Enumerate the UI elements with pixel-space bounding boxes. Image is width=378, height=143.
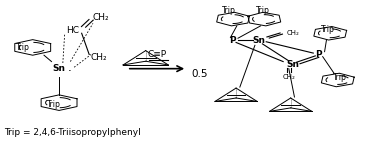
Text: P: P: [229, 36, 235, 45]
Text: Trip = 2,4,6-Triisopropylphenyl: Trip = 2,4,6-Triisopropylphenyl: [5, 128, 141, 137]
Text: CH₂: CH₂: [90, 53, 107, 62]
Text: Sn: Sn: [252, 36, 265, 45]
Text: Trip: Trip: [16, 43, 30, 52]
Text: Trip: Trip: [46, 100, 60, 109]
Text: HC: HC: [66, 26, 79, 35]
Text: Trip: Trip: [256, 6, 270, 15]
Text: Trip: Trip: [333, 73, 347, 82]
Text: C≡P: C≡P: [147, 50, 167, 59]
Text: P: P: [316, 50, 322, 59]
Text: ·: ·: [68, 65, 71, 78]
Text: CH₂: CH₂: [282, 74, 295, 80]
Text: Sn: Sn: [286, 60, 299, 69]
Text: CH₂: CH₂: [92, 13, 109, 22]
Text: Sn: Sn: [53, 64, 65, 73]
Text: Trip: Trip: [222, 6, 235, 15]
Text: CH₂: CH₂: [287, 30, 300, 36]
Text: Trip: Trip: [321, 24, 335, 33]
Text: 0.5: 0.5: [191, 69, 208, 79]
